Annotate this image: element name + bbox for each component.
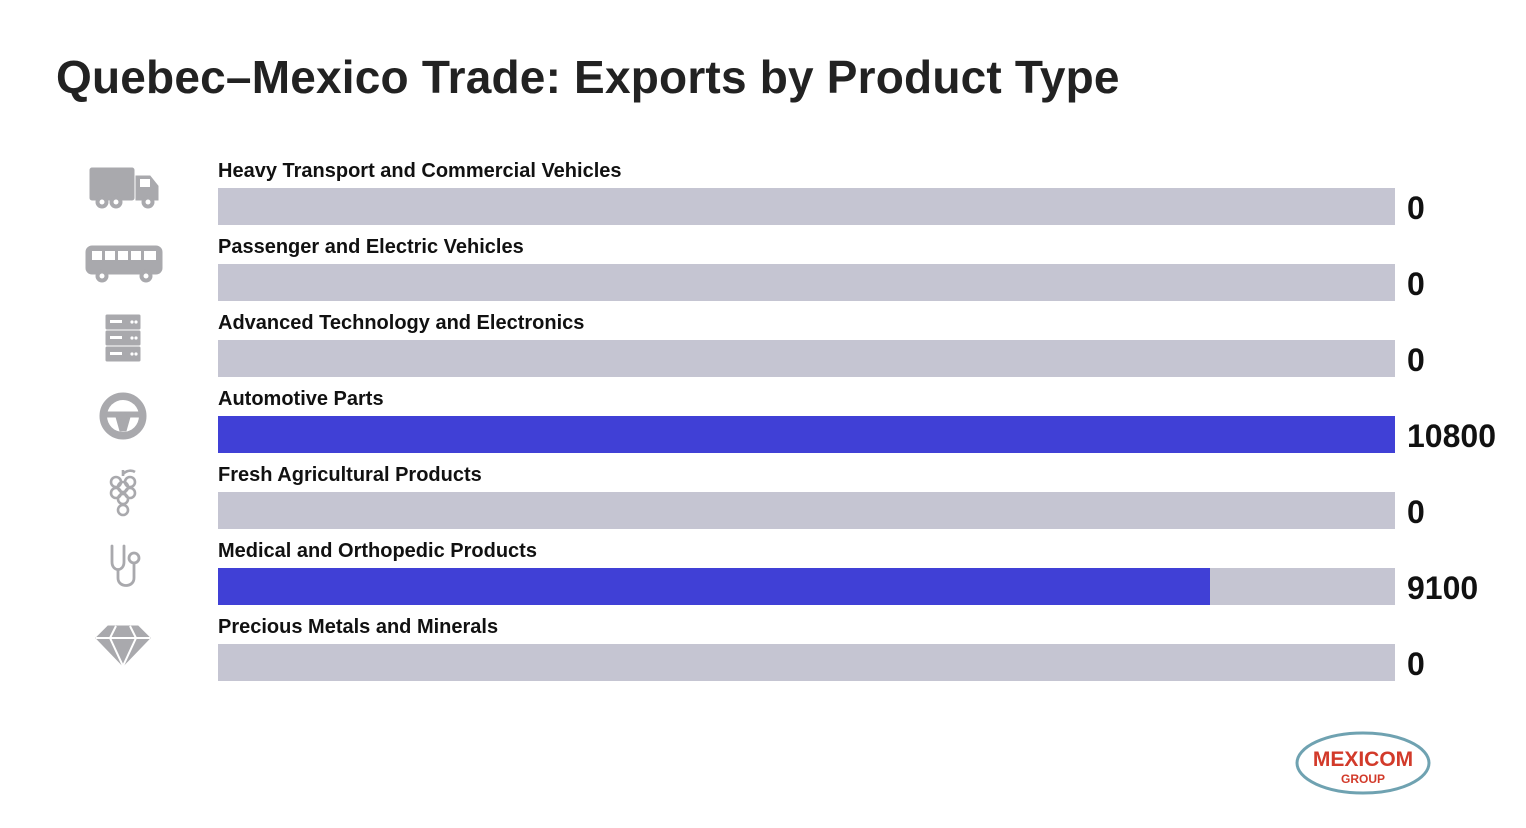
category-label: Medical and Orthopedic Products xyxy=(218,540,537,562)
truck-icon xyxy=(89,167,159,209)
bar-row: Advanced Technology and Electronics 0 xyxy=(0,312,1526,390)
bar-track xyxy=(218,492,1395,529)
bar-row: Medical and Orthopedic Products 9100 xyxy=(0,540,1526,618)
bar-track xyxy=(218,264,1395,301)
category-label: Automotive Parts xyxy=(218,388,384,410)
diamond-icon xyxy=(95,625,151,669)
value-label: 0 xyxy=(1407,646,1425,682)
value-label: 0 xyxy=(1407,342,1425,378)
bar-row: Fresh Agricultural Products 0 xyxy=(0,464,1526,542)
value-label: 9100 xyxy=(1407,570,1479,606)
category-label: Fresh Agricultural Products xyxy=(218,464,482,486)
steering-wheel-icon xyxy=(99,392,147,440)
bar-fill xyxy=(218,568,1210,605)
bar-track xyxy=(218,416,1395,453)
bus-icon xyxy=(85,245,163,283)
bar-row: Passenger and Electric Vehicles 0 xyxy=(0,236,1526,314)
bar-track xyxy=(218,188,1395,225)
category-label: Passenger and Electric Vehicles xyxy=(218,236,524,258)
category-label: Precious Metals and Minerals xyxy=(218,616,499,638)
bar-track xyxy=(218,568,1395,605)
bar-fill xyxy=(218,416,1395,453)
mexicom-group-logo: MEXICOM GROUP xyxy=(1295,731,1431,795)
category-label: Advanced Technology and Electronics xyxy=(218,312,585,334)
value-label: 10800 xyxy=(1407,418,1496,454)
bar-track xyxy=(218,340,1395,377)
svg-text:GROUP: GROUP xyxy=(1341,772,1385,786)
server-icon xyxy=(105,314,141,362)
bar-row: Precious Metals and Minerals 0 xyxy=(0,616,1526,694)
stethoscope-icon xyxy=(110,544,141,587)
category-label: Heavy Transport and Commercial Vehicles xyxy=(218,160,622,182)
chart-title: Quebec–Mexico Trade: Exports by Product … xyxy=(56,51,1120,103)
bar-row: Automotive Parts 10800 xyxy=(0,388,1526,466)
value-label: 0 xyxy=(1407,266,1425,302)
grapes-icon xyxy=(109,469,137,517)
svg-text:MEXICOM: MEXICOM xyxy=(1313,748,1413,771)
bar-track xyxy=(218,644,1395,681)
bar-row: Heavy Transport and Commercial Vehicles 0 xyxy=(0,160,1526,238)
value-label: 0 xyxy=(1407,494,1425,530)
value-label: 0 xyxy=(1407,190,1425,226)
